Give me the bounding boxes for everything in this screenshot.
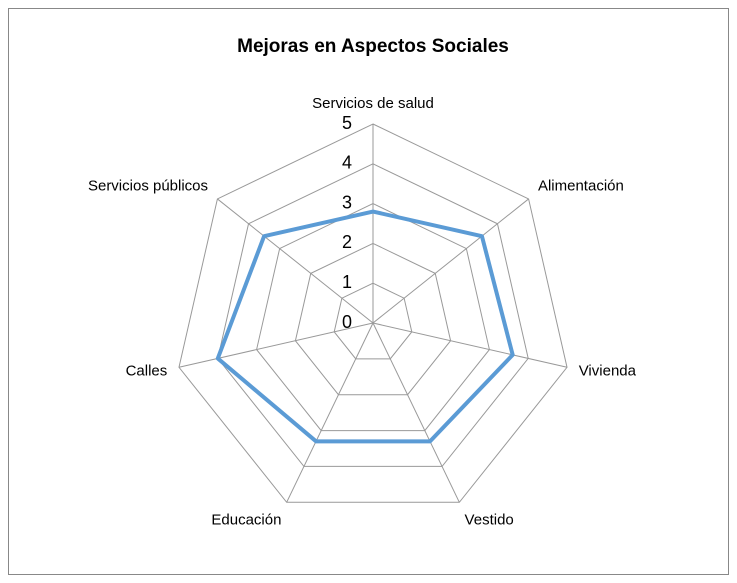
category-label: Alimentación — [538, 177, 624, 194]
series-line — [215, 209, 515, 444]
tick-label: 1 — [342, 272, 352, 292]
tick-label: 3 — [342, 192, 352, 212]
chart-border — [8, 8, 729, 575]
category-label: Servicios públicos — [88, 177, 208, 194]
spoke — [286, 322, 374, 503]
spoke — [372, 322, 568, 368]
grid-line — [294, 242, 452, 396]
grid-line — [178, 123, 568, 503]
grid-line — [333, 282, 413, 360]
tick-label: 5 — [342, 113, 352, 133]
category-label: Calles — [126, 363, 168, 380]
tick-label: 4 — [342, 153, 352, 173]
spoke — [217, 198, 374, 324]
category-label: Servicios de salud — [312, 95, 434, 112]
tick-label: 2 — [342, 232, 352, 252]
category-label: Vestido — [465, 511, 514, 528]
tick-label: 0 — [342, 312, 352, 332]
spoke — [372, 322, 460, 503]
grid-line — [256, 203, 490, 432]
spoke — [372, 198, 529, 324]
category-label: Educación — [211, 511, 281, 528]
chart-title: Mejoras en Aspectos Sociales — [237, 36, 509, 57]
category-label: Vivienda — [579, 363, 637, 380]
grid-line — [217, 163, 529, 467]
spoke — [178, 322, 374, 368]
